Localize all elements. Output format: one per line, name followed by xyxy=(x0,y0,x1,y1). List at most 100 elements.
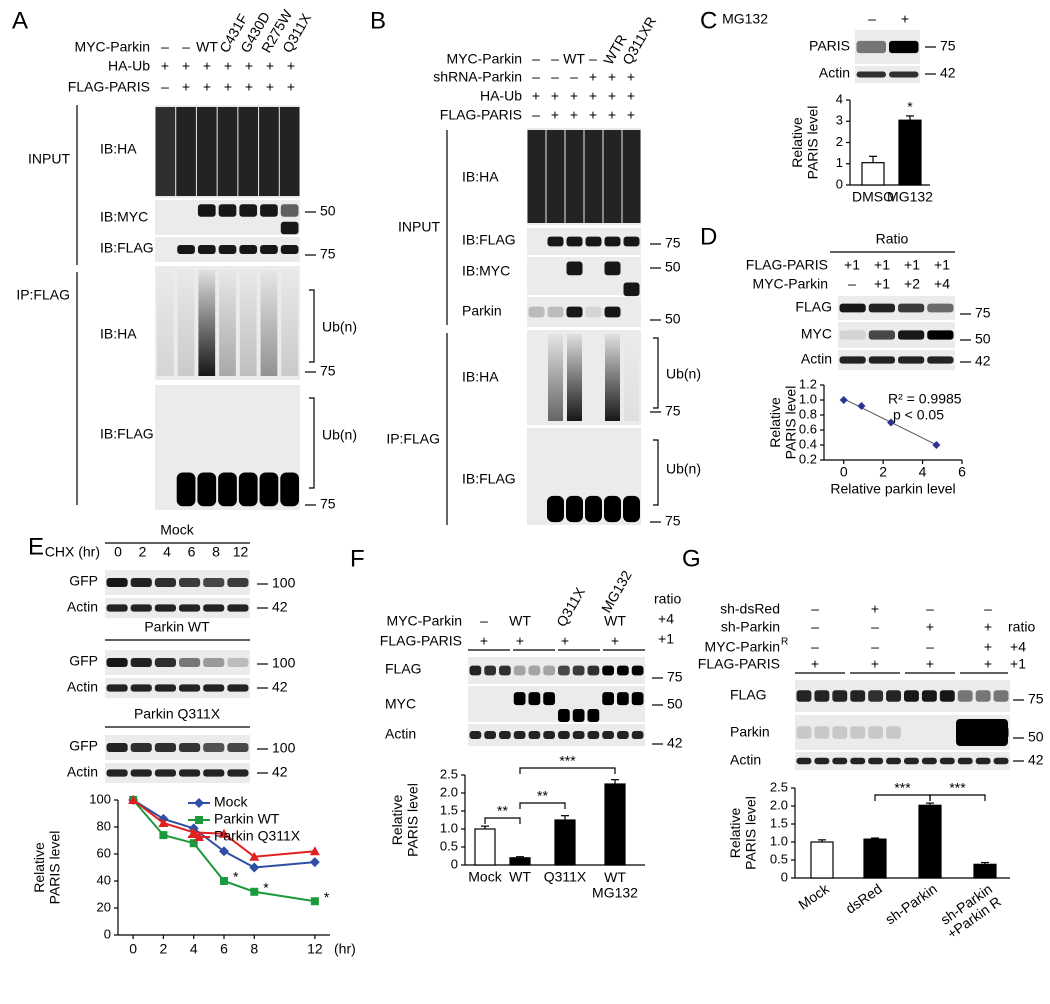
lane-label: – xyxy=(926,639,934,655)
lane-label: +1 xyxy=(904,257,920,273)
y-tick-label: 80 xyxy=(97,818,111,833)
band xyxy=(484,665,496,676)
size-marker: 50 xyxy=(665,259,681,275)
blot xyxy=(527,330,641,425)
row-label: MYC-Parkin xyxy=(387,613,462,629)
band xyxy=(227,658,249,667)
band xyxy=(203,769,225,777)
y-tick-label: 2.5 xyxy=(440,766,458,781)
band xyxy=(179,578,201,587)
row-label: CHX (hr) xyxy=(45,544,100,560)
band xyxy=(631,731,644,739)
x-tick-label: 4 xyxy=(190,941,198,957)
blob xyxy=(623,495,640,523)
smear xyxy=(567,334,582,421)
blot-label: Parkin xyxy=(730,724,770,740)
band xyxy=(154,769,176,777)
significance-mark: * xyxy=(233,869,239,885)
band xyxy=(513,692,526,706)
significance-mark: * xyxy=(263,880,269,896)
lane-label: + xyxy=(871,656,879,672)
band xyxy=(604,306,621,318)
band xyxy=(558,709,570,722)
band xyxy=(528,692,541,706)
band xyxy=(566,306,583,318)
significance-mark: * xyxy=(907,99,913,115)
lane-label: – xyxy=(811,619,819,635)
band xyxy=(528,731,541,739)
lane-label: + xyxy=(287,58,295,74)
lane-label: + xyxy=(245,58,253,74)
row-label: shRNA-Parkin xyxy=(433,69,522,85)
blob xyxy=(280,472,299,507)
y-tick-label: 1.5 xyxy=(770,815,788,830)
blot-label: Actin xyxy=(67,764,98,780)
lane-label: + xyxy=(926,656,934,672)
smear xyxy=(622,130,641,223)
size-marker: 42 xyxy=(272,599,288,615)
smear xyxy=(196,107,217,196)
band xyxy=(179,743,201,752)
ratio-value: +4 xyxy=(1010,639,1026,655)
x-tick-label: 2 xyxy=(879,464,887,480)
lane-label: 6 xyxy=(188,544,196,560)
band xyxy=(239,245,258,254)
band xyxy=(957,690,973,702)
lane-label: + xyxy=(984,619,992,635)
lane-label: + xyxy=(266,58,274,74)
smear xyxy=(239,270,257,376)
y-tick-label: 4 xyxy=(836,91,843,106)
band xyxy=(227,684,249,692)
blob xyxy=(604,495,621,523)
row-label: sh-Parkin xyxy=(721,619,780,635)
blot-label: Actin xyxy=(801,351,832,367)
band xyxy=(197,245,216,254)
band xyxy=(227,578,249,587)
bar xyxy=(898,119,922,186)
point xyxy=(932,441,941,449)
blot-label: FLAG xyxy=(385,661,422,677)
size-marker: 75 xyxy=(1028,691,1044,707)
point xyxy=(839,396,848,404)
band xyxy=(886,757,901,765)
band xyxy=(856,71,886,78)
significance-bracket xyxy=(874,794,931,801)
x-axis-label: (hr) xyxy=(334,941,356,957)
blot-label: IB:FLAG xyxy=(462,232,516,248)
blot xyxy=(105,678,250,698)
lane-label: Q311X xyxy=(553,584,588,629)
band xyxy=(868,330,895,340)
band xyxy=(566,261,583,276)
lane-label: 2 xyxy=(139,544,147,560)
blot xyxy=(527,128,641,225)
blot-label: IB:HA xyxy=(462,369,499,385)
size-marker: 75 xyxy=(665,513,681,529)
band xyxy=(218,204,237,217)
lane-label: 0 xyxy=(114,544,122,560)
size-marker: 50 xyxy=(975,331,991,347)
lane-label: – xyxy=(551,51,559,67)
lane-label: – xyxy=(161,39,169,55)
lane-label: 8 xyxy=(212,544,220,560)
blot-label: Actin xyxy=(385,726,416,742)
x-tick-label: dsRed xyxy=(843,880,885,916)
annotation: p < 0.05 xyxy=(893,407,944,423)
blot xyxy=(527,257,641,295)
blot-label: IB:MYC xyxy=(462,263,510,279)
bar xyxy=(861,162,885,186)
lane-label: +1 xyxy=(844,257,860,273)
blot xyxy=(105,598,250,618)
blot-label: Parkin xyxy=(462,303,502,319)
x-tick-label: 0 xyxy=(840,464,848,480)
lane-label: + xyxy=(589,69,597,85)
bar xyxy=(863,838,887,879)
y-tick-label: 0 xyxy=(836,176,843,191)
blot-label: IB:HA xyxy=(462,169,499,185)
band xyxy=(154,684,176,692)
band xyxy=(106,578,128,587)
blot xyxy=(838,350,955,370)
size-marker: 42 xyxy=(272,764,288,780)
lane-label: + xyxy=(627,107,635,123)
lane-label: – xyxy=(480,613,488,629)
ub-label: Ub(n) xyxy=(666,461,701,477)
